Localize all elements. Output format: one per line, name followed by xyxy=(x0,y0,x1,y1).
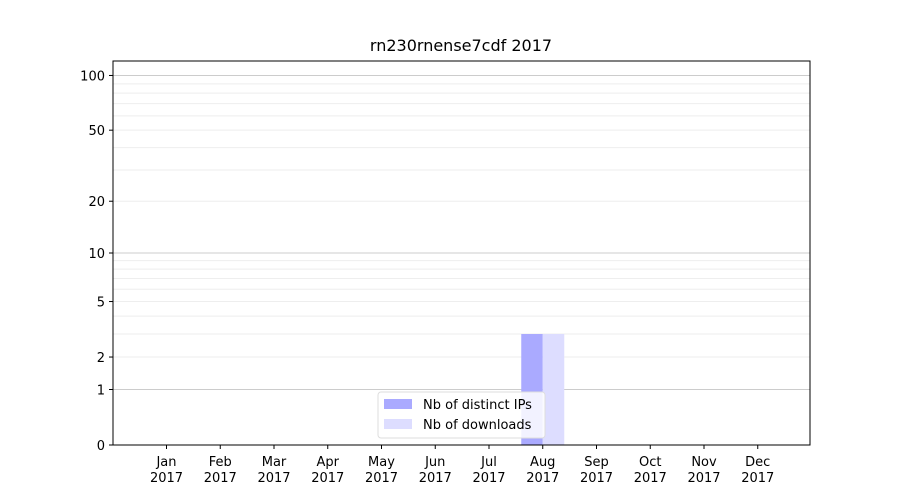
grid xyxy=(113,74,810,390)
y-tick-label: 100 xyxy=(80,69,105,84)
y-tick-label: 50 xyxy=(88,124,105,139)
x-tick-label-year: 2017 xyxy=(741,471,774,486)
legend-label: Nb of downloads xyxy=(423,418,532,433)
y-tick-label: 2 xyxy=(97,351,105,366)
x-tick-label-month: Jan xyxy=(155,455,176,470)
bar xyxy=(542,333,565,445)
x-tick-label-month: Feb xyxy=(209,455,232,470)
x-tick-label-year: 2017 xyxy=(311,471,344,486)
chart-title: rn230rnense7cdf 2017 xyxy=(370,36,552,55)
legend-frame xyxy=(377,391,546,439)
y-tick-label: 20 xyxy=(88,195,105,210)
x-tick-label-year: 2017 xyxy=(204,471,237,486)
x-tick-label-year: 2017 xyxy=(687,471,720,486)
legend-label: Nb of distinct IPs xyxy=(423,398,532,413)
x-tick-label-year: 2017 xyxy=(365,471,398,486)
x-tick-label-year: 2017 xyxy=(580,471,613,486)
x-tick-label-year: 2017 xyxy=(257,471,290,486)
x-tick-label-year: 2017 xyxy=(419,471,452,486)
x-tick-label-month: May xyxy=(368,455,395,470)
y-tick-label: 0 xyxy=(97,439,105,454)
legend: Nb of distinct IPs Nb of downloads xyxy=(377,391,546,439)
x-tick-label-month: Apr xyxy=(317,455,340,470)
y-axis-ticks: 0 1 2 5 10 20 50 100 xyxy=(80,69,113,454)
y-tick-label: 5 xyxy=(97,296,105,311)
y-tick-label: 1 xyxy=(97,383,105,398)
x-axis-ticks: Jan2017Feb2017Mar2017Apr2017May2017Jun20… xyxy=(150,445,774,486)
x-tick-label-month: Oct xyxy=(639,455,661,470)
x-tick-label-month: Jul xyxy=(480,455,497,470)
x-tick-label-month: Sep xyxy=(584,455,609,470)
legend-swatch xyxy=(384,419,412,429)
legend-swatch xyxy=(384,399,412,409)
x-tick-label-year: 2017 xyxy=(150,471,183,486)
x-tick-label-year: 2017 xyxy=(526,471,559,486)
y-tick-label: 10 xyxy=(88,247,105,262)
x-tick-label-month: Jun xyxy=(424,455,445,470)
x-tick-label-month: Nov xyxy=(691,455,717,470)
x-tick-label-month: Dec xyxy=(745,455,770,470)
x-tick-label-year: 2017 xyxy=(634,471,667,486)
x-tick-label-year: 2017 xyxy=(472,471,505,486)
x-tick-label-month: Mar xyxy=(262,455,287,470)
x-tick-label-month: Aug xyxy=(530,455,555,470)
